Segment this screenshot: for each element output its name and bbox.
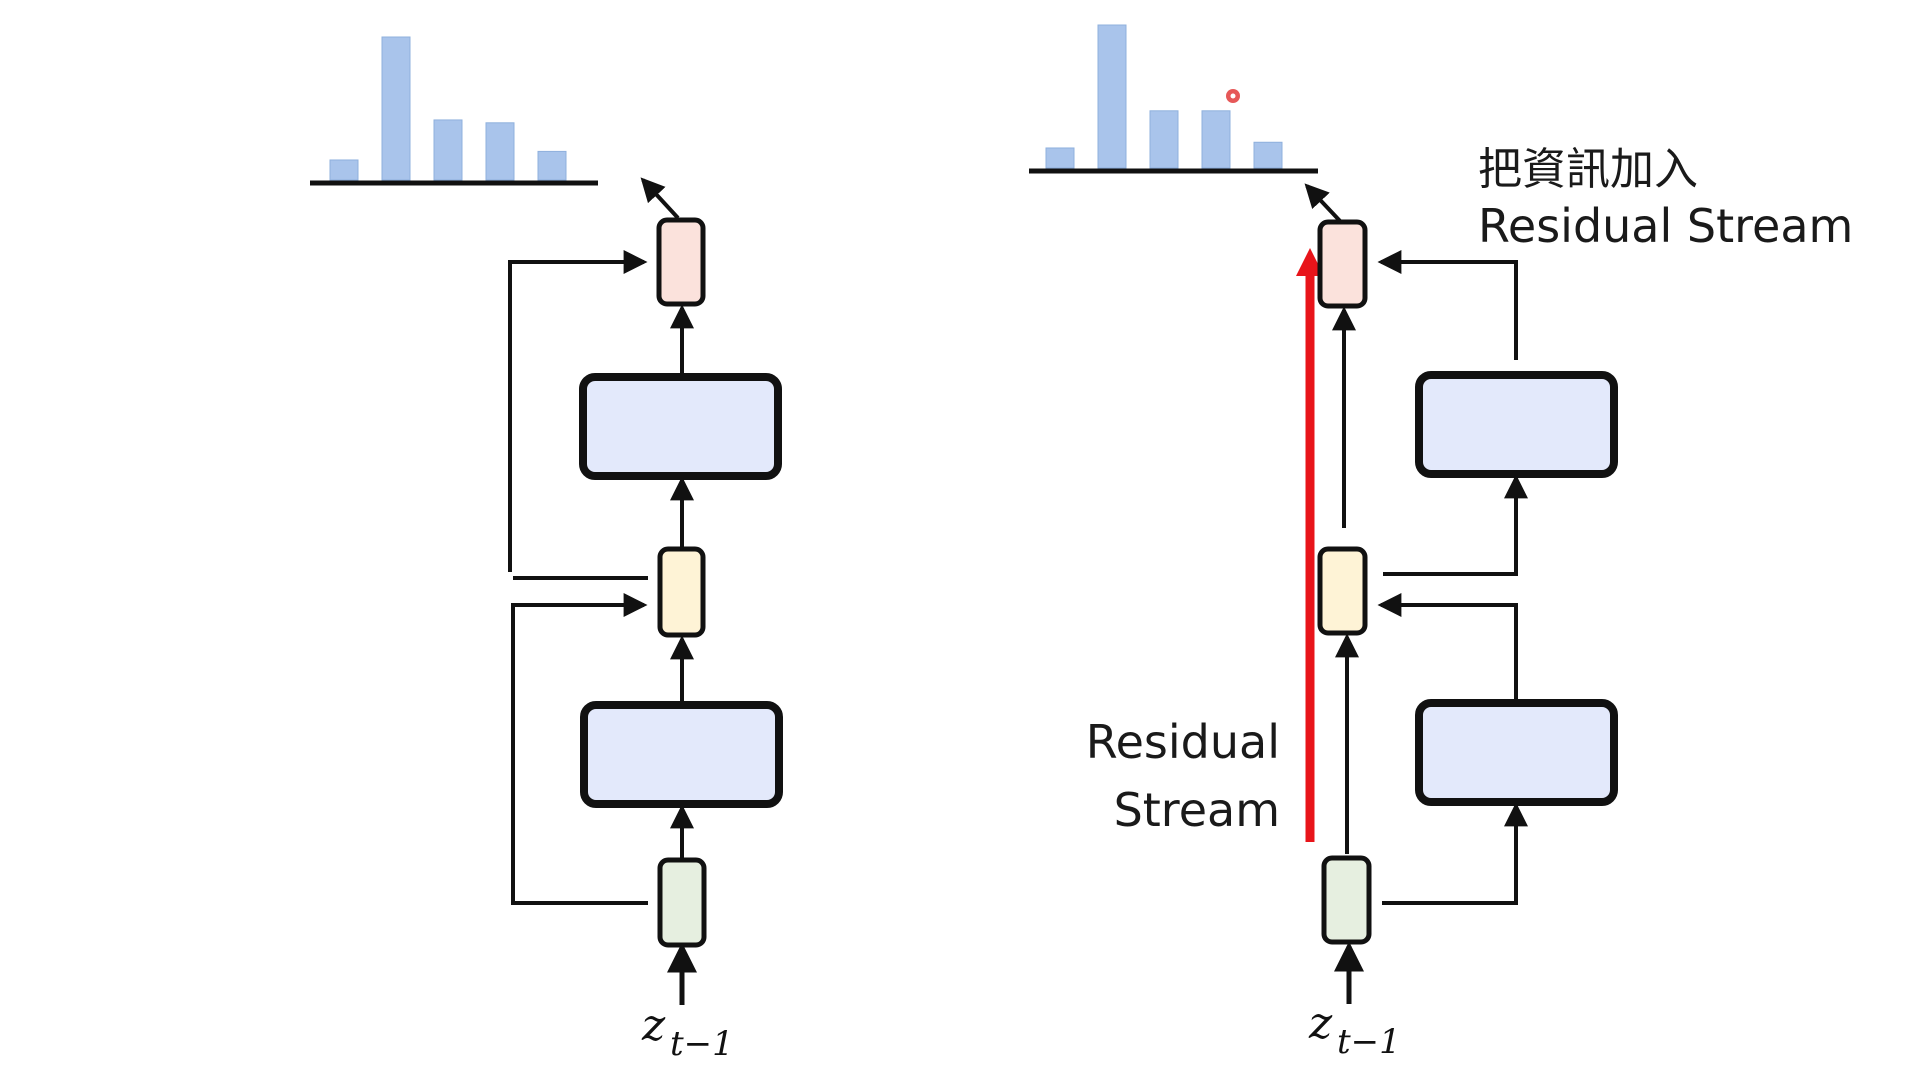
right-output-distribution — [1045, 24, 1283, 169]
right-diagram: Residual Stream 把資訊加入 Residual Stream z … — [1029, 24, 1853, 1062]
right-input-node — [1321, 855, 1372, 945]
right-distribution-bar-1 — [1045, 147, 1075, 169]
right-output-node — [1317, 219, 1368, 309]
left-input-node — [657, 857, 707, 948]
residual-stream-label-line2: Stream — [1114, 783, 1280, 837]
left-diagram: z t−1 — [310, 36, 783, 1064]
right-output-arrow — [1304, 183, 1342, 223]
right-input-subscript: t−1 — [1337, 1022, 1401, 1062]
annotation-line1: 把資訊加入 — [1478, 144, 1698, 195]
right-lower-block-return — [1377, 593, 1518, 703]
left-output-arrow — [640, 177, 680, 220]
right-upper-block — [1415, 371, 1618, 478]
left-upper-block — [579, 373, 782, 480]
right-branch-to-upper-block — [1383, 474, 1528, 576]
cursor-dot-center — [1230, 93, 1236, 99]
right-distribution-bar-4 — [1201, 110, 1231, 169]
right-branch-to-lower-block — [1382, 802, 1528, 905]
left-distribution-bar-5 — [537, 150, 567, 181]
left-lower-skip-connection — [511, 593, 648, 905]
left-distribution-bar-1 — [329, 159, 359, 181]
right-distribution-bar-3 — [1149, 110, 1179, 169]
right-distribution-bar-5 — [1253, 141, 1283, 169]
left-distribution-bar-4 — [485, 122, 515, 181]
left-lower-block — [580, 701, 783, 808]
right-middle-node — [1317, 546, 1368, 636]
left-middle-node — [657, 546, 706, 638]
left-distribution-bar-3 — [433, 119, 463, 181]
right-input-label: z — [1308, 998, 1333, 1049]
left-output-distribution — [329, 36, 567, 181]
right-lower-block — [1415, 699, 1618, 806]
right-distribution-bar-2 — [1097, 24, 1127, 169]
left-input-label: z — [641, 1000, 666, 1051]
left-input-subscript: t−1 — [670, 1024, 734, 1064]
left-upper-skip-connection — [508, 250, 648, 572]
right-upper-block-return — [1377, 250, 1518, 360]
left-output-node — [656, 217, 706, 307]
annotation-line2: Residual Stream — [1478, 199, 1853, 253]
residual-stream-arrow-head — [1296, 248, 1324, 276]
residual-stream-label-line1: Residual — [1086, 715, 1280, 769]
left-distribution-bar-2 — [381, 36, 411, 181]
